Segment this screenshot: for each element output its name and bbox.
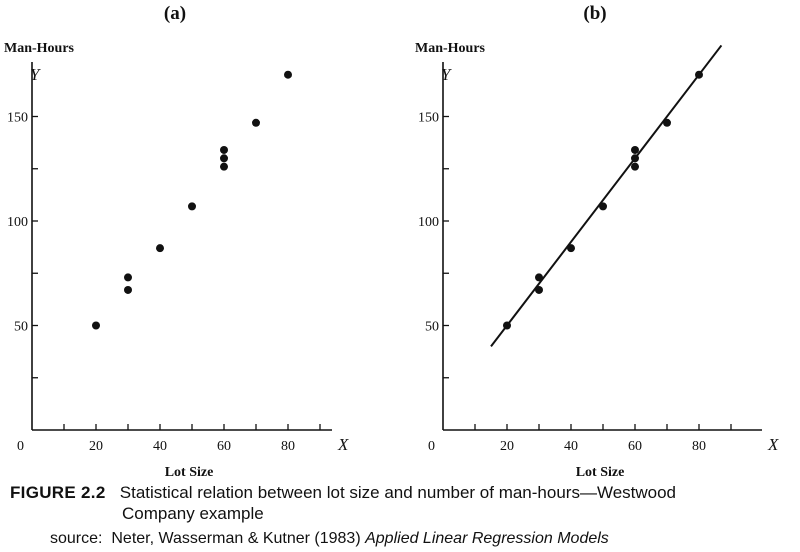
x-tick-label: 80 [281,439,295,454]
x-tick-label: 20 [89,439,103,454]
figure-number: FIGURE 2.2 [10,483,106,502]
data-point [220,162,228,171]
y-axis-letter: Y [441,65,452,84]
data-point [503,321,511,330]
data-point [92,321,100,330]
x-axis-letter: X [767,435,779,454]
x-tick-label: 80 [692,439,706,454]
y-tick-label: 100 [7,215,28,230]
x-tick-label: 20 [500,439,514,454]
x-tick-label: 40 [564,439,578,454]
data-point [599,202,607,211]
data-point [631,162,639,171]
data-point [535,273,543,282]
y-axis-title: Man-Hours [4,41,75,56]
y-tick-label: 150 [418,111,439,126]
y-axis-title: Man-Hours [415,41,486,56]
panel-a: (a) Man-Hours Y 20 40 60 80 50 100 150 0 X Lot Size [4,3,349,480]
x-axis-title: Lot Size [165,465,214,480]
origin-label: 0 [428,439,435,454]
x-tick-label: 60 [628,439,642,454]
x-axis-title: Lot Size [576,465,625,480]
source-book: Applied Linear Regression Models [365,530,609,547]
x-axis-letter: X [337,435,349,454]
caption-line-2: Company example [122,504,264,523]
data-point [631,145,639,154]
data-point [284,70,292,79]
panel-label: (b) [583,3,606,24]
data-point [695,70,703,79]
caption-line-1: Statistical relation between lot size an… [119,483,677,502]
x-tick-label: 40 [153,439,167,454]
data-point [188,202,196,211]
source-line: source: Neter, Wasserman & Kutner (1983)… [50,530,790,548]
regression-line [490,44,723,348]
y-axis-letter: Y [30,65,41,84]
source-prefix: source: [50,530,103,547]
panel-label: (a) [164,3,186,24]
data-point [124,285,132,294]
y-tick-label: 100 [418,215,439,230]
data-point [220,145,228,154]
figure-caption: FIGURE 2.2 Statistical relation between … [10,482,790,548]
data-point [156,244,164,253]
data-point [220,154,228,163]
source-authors: Neter, Wasserman & Kutner (1983) [111,530,361,547]
y-tick-label: 150 [7,111,28,126]
origin-label: 0 [17,439,24,454]
panel-b: (b) Man-Hours Y 20 40 60 80 50 100 150 0 X Lot Size [415,3,779,480]
data-point [631,154,639,163]
data-point [663,118,671,127]
x-tick-label: 60 [217,439,231,454]
y-tick-label: 50 [14,320,28,335]
data-point [567,244,575,253]
y-tick-label: 50 [425,320,439,335]
data-point [535,285,543,294]
data-point [252,118,260,127]
data-point [124,273,132,282]
